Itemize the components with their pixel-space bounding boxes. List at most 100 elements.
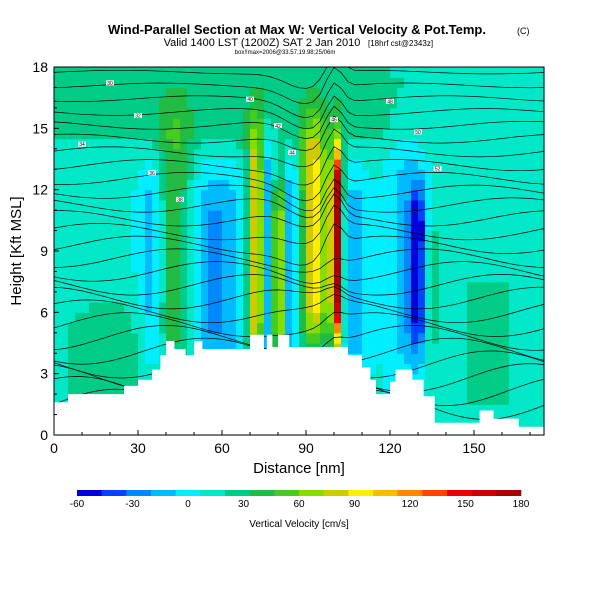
- heatmap-cell: [243, 210, 251, 221]
- heatmap-cell: [257, 210, 265, 221]
- heatmap-cell: [446, 87, 454, 99]
- heatmap-cell: [439, 404, 447, 416]
- heatmap-cell: [278, 261, 286, 273]
- heatmap-cell: [320, 291, 328, 303]
- heatmap-cell: [418, 281, 426, 293]
- heatmap-cell: [453, 97, 461, 109]
- heatmap-cell: [194, 67, 202, 78]
- heatmap-cell: [523, 322, 531, 334]
- heatmap-cell: [327, 332, 335, 344]
- heatmap-cell: [124, 353, 132, 365]
- heatmap-cell: [285, 97, 293, 109]
- heatmap-cell: [509, 281, 517, 293]
- heatmap-cell: [54, 118, 62, 129]
- heatmap-cell: [166, 302, 174, 313]
- heatmap-cell: [61, 77, 69, 89]
- heatmap-cell: [285, 230, 293, 242]
- heatmap-cell: [530, 363, 538, 375]
- heatmap-cell: [523, 97, 531, 109]
- heatmap-cell: [278, 179, 286, 191]
- heatmap-cell: [460, 210, 468, 221]
- heatmap-cell: [194, 312, 202, 324]
- heatmap-cell: [411, 240, 419, 252]
- heatmap-cell: [460, 77, 468, 89]
- heatmap-cell: [313, 302, 321, 313]
- heatmap-cell: [166, 251, 174, 262]
- heatmap-cell: [187, 291, 195, 303]
- heatmap-cell: [369, 199, 377, 211]
- heatmap-cell: [117, 97, 125, 109]
- heatmap-cell: [75, 230, 83, 242]
- heatmap-cell: [523, 220, 531, 232]
- heatmap-cell: [75, 363, 83, 375]
- heatmap-cell: [54, 281, 62, 293]
- heatmap-cell: [376, 77, 384, 89]
- heatmap-cell: [166, 261, 174, 273]
- heatmap-cell: [299, 332, 307, 344]
- heatmap-cell: [334, 128, 342, 140]
- heatmap-cell: [404, 240, 412, 252]
- heatmap-cell: [418, 169, 426, 181]
- heatmap-cell: [523, 353, 531, 365]
- heatmap-cell: [453, 67, 461, 78]
- heatmap-cell: [173, 179, 181, 191]
- heatmap-cell: [537, 363, 545, 375]
- heatmap-cell: [96, 128, 104, 140]
- heatmap-cell: [89, 179, 97, 191]
- heatmap-cell: [523, 189, 531, 201]
- heatmap-cell: [68, 148, 76, 160]
- heatmap-cell: [453, 179, 461, 191]
- heatmap-cell: [488, 404, 496, 416]
- heatmap-cell: [362, 169, 370, 181]
- heatmap-cell: [460, 261, 468, 273]
- heatmap-cell: [327, 118, 335, 129]
- heatmap-cell: [411, 291, 419, 303]
- heatmap-cell: [348, 332, 356, 344]
- heatmap-cell: [173, 332, 181, 344]
- x-axis-ticks: 0 30 60 90 120 150: [50, 430, 531, 456]
- heatmap-cell: [383, 67, 391, 78]
- heatmap-cell: [397, 138, 405, 150]
- heatmap-cell: [397, 199, 405, 211]
- heatmap-cell: [495, 107, 503, 119]
- heatmap-cell: [201, 210, 209, 221]
- heatmap-cell: [96, 322, 104, 334]
- heatmap-cell: [474, 87, 482, 99]
- heatmap-cell: [355, 159, 363, 170]
- heatmap-cell: [460, 240, 468, 252]
- heatmap-cell: [334, 322, 342, 334]
- heatmap-cell: [306, 261, 314, 273]
- heatmap-cell: [306, 189, 314, 201]
- contour-label: 34: [79, 142, 85, 148]
- heatmap-cell: [348, 343, 356, 354]
- heatmap-cell: [250, 67, 258, 78]
- theta-contour: [53, 105, 545, 139]
- heatmap-cell: [390, 281, 398, 293]
- heatmap-cell: [313, 159, 321, 170]
- heatmap-cell: [530, 240, 538, 252]
- heatmap-cell: [299, 169, 307, 181]
- heatmap-cell: [411, 363, 419, 375]
- heatmap-cell: [138, 169, 146, 181]
- heatmap-cell: [411, 251, 419, 262]
- heatmap-cell: [481, 210, 489, 221]
- heatmap-cell: [103, 169, 111, 181]
- heatmap-cell: [222, 312, 230, 324]
- heatmap-cell: [103, 343, 111, 354]
- heatmap-cell: [306, 312, 314, 324]
- heatmap-cell: [68, 169, 76, 181]
- heatmap-cell: [327, 169, 335, 181]
- heatmap-cell: [194, 281, 202, 293]
- heatmap-cell: [152, 179, 160, 191]
- heatmap-cell: [96, 97, 104, 109]
- heatmap-cell: [96, 240, 104, 252]
- heatmap-cell: [215, 128, 223, 140]
- heatmap-cell: [383, 373, 391, 385]
- heatmap-cell: [446, 179, 454, 191]
- heatmap-cell: [530, 189, 538, 201]
- heatmap-cell: [453, 343, 461, 354]
- heatmap-cell: [418, 118, 426, 129]
- heatmap-cell: [376, 363, 384, 375]
- heatmap-cell: [509, 353, 517, 365]
- heatmap-cell: [68, 67, 76, 78]
